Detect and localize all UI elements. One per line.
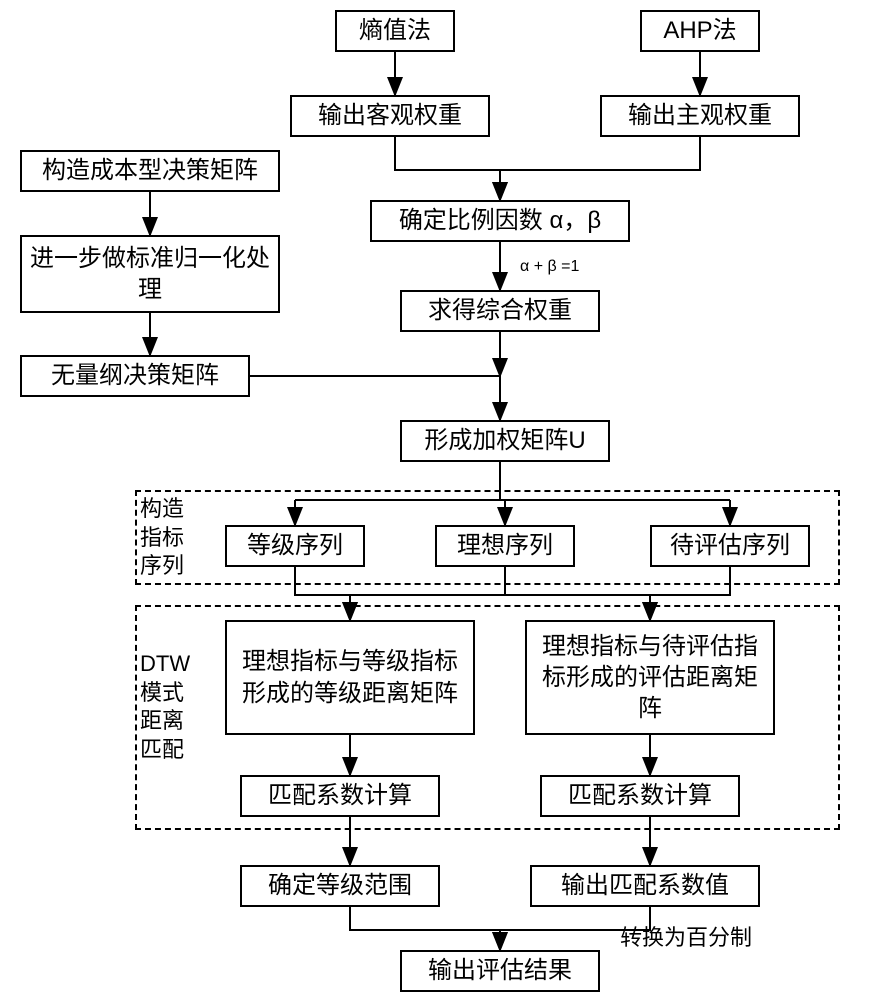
node-form-weighted-matrix-u: 形成加权矩阵U — [400, 420, 610, 462]
node-label: 求得综合权重 — [428, 295, 572, 326]
node-ideal-sequence: 理想序列 — [435, 525, 575, 567]
node-label: 熵值法 — [359, 15, 431, 46]
node-evaluate-distance-matrix: 理想指标与待评估指标形成的评估距离矩阵 — [525, 620, 775, 735]
node-determine-scale-factors: 确定比例因数 α，β — [370, 200, 630, 242]
node-label: 等级序列 — [247, 530, 343, 561]
node-label: 输出主观权重 — [628, 100, 772, 131]
node-label: 无量纲决策矩阵 — [51, 360, 219, 391]
node-dimensionless-decision-matrix: 无量纲决策矩阵 — [20, 355, 250, 397]
node-grade-distance-matrix: 理想指标与等级指标形成的等级距离矩阵 — [225, 620, 475, 735]
edgelabel-alpha-beta: α + β =1 — [520, 258, 579, 276]
edgelabel-convert-percent: 转换为百分制 — [620, 920, 752, 952]
node-label: 进一步做标准归一化处理 — [30, 243, 270, 305]
node-determine-grade-range: 确定等级范围 — [240, 865, 440, 907]
node-label: 输出匹配系数值 — [561, 870, 729, 901]
node-label: 输出评估结果 — [428, 955, 572, 986]
node-evaluate-sequence: 待评估序列 — [650, 525, 810, 567]
node-output-evaluation-result: 输出评估结果 — [400, 950, 600, 992]
node-output-objective-weight: 输出客观权重 — [290, 95, 490, 137]
node-label: 待评估序列 — [670, 530, 790, 561]
node-label: AHP法 — [663, 15, 736, 46]
sidelabel-construct-index-sequence: 构造指标序列 — [140, 495, 184, 581]
node-label: 匹配系数计算 — [568, 780, 712, 811]
sidelabel-dtw: DTW模式距离匹配 — [140, 650, 190, 764]
node-label: 匹配系数计算 — [268, 780, 412, 811]
node-label: 输出客观权重 — [318, 100, 462, 131]
node-output-subjective-weight: 输出主观权重 — [600, 95, 800, 137]
node-label: 理想指标与待评估指标形成的评估距离矩阵 — [535, 631, 765, 725]
node-label: 理想指标与等级指标形成的等级距离矩阵 — [235, 646, 465, 708]
node-normalize: 进一步做标准归一化处理 — [20, 235, 280, 313]
node-label: 确定比例因数 α，β — [399, 205, 601, 236]
node-match-coeff-calc-right: 匹配系数计算 — [540, 775, 740, 817]
node-obtain-comprehensive-weight: 求得综合权重 — [400, 290, 600, 332]
flowchart-canvas: 构造指标序列 DTW模式距离匹配 α + β =1 转换为百分制 熵值法 AHP… — [0, 0, 883, 1000]
node-entropy-method: 熵值法 — [335, 10, 455, 52]
node-label: 确定等级范围 — [268, 870, 412, 901]
node-match-coeff-calc-left: 匹配系数计算 — [240, 775, 440, 817]
node-construct-cost-decision-matrix: 构造成本型决策矩阵 — [20, 150, 280, 192]
node-grade-sequence: 等级序列 — [225, 525, 365, 567]
node-label: 构造成本型决策矩阵 — [42, 155, 258, 186]
node-label: 形成加权矩阵U — [424, 425, 585, 456]
node-label: 理想序列 — [457, 530, 553, 561]
node-ahp-method: AHP法 — [640, 10, 760, 52]
node-output-match-coeff: 输出匹配系数值 — [530, 865, 760, 907]
